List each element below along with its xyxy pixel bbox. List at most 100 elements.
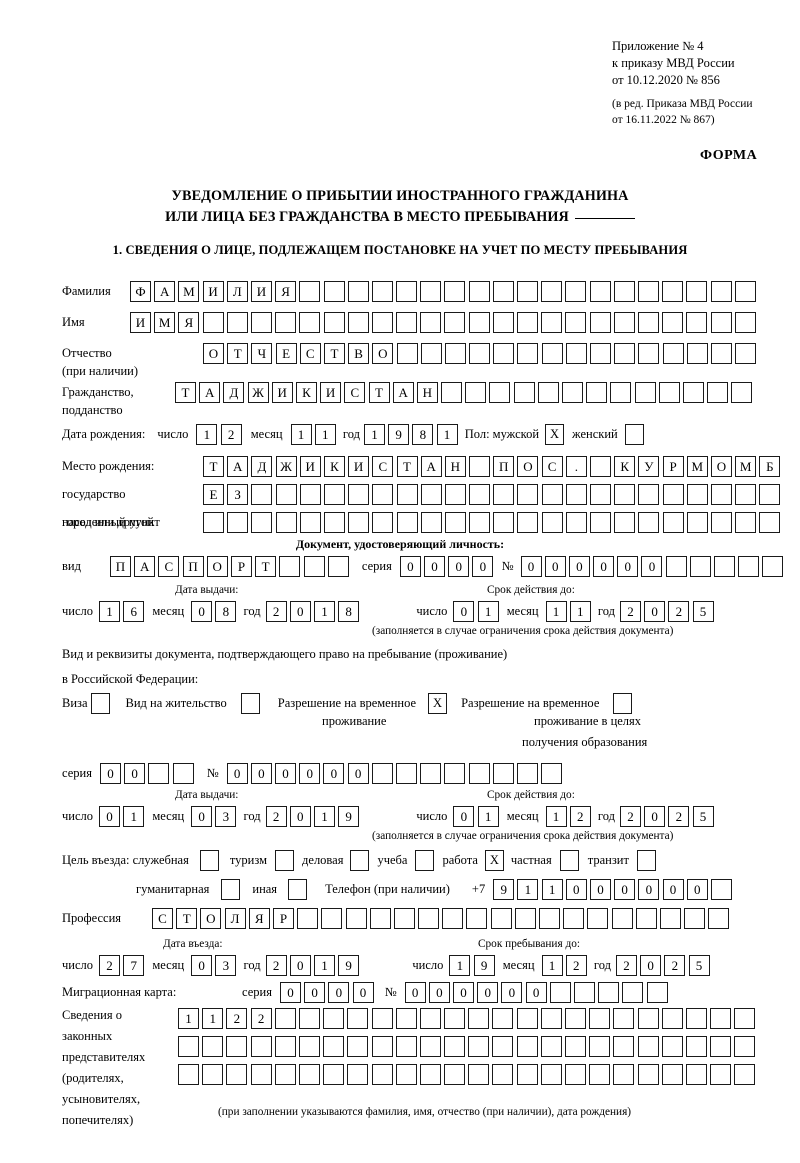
char-cell[interactable]: П — [493, 456, 515, 477]
char-cell[interactable] — [565, 484, 587, 505]
char-cell[interactable]: 2 — [565, 955, 587, 976]
char-cell[interactable]: С — [344, 382, 366, 403]
char-cell[interactable] — [323, 1036, 345, 1057]
char-cell[interactable] — [710, 1008, 732, 1029]
char-cell[interactable] — [250, 1064, 272, 1085]
char-cell[interactable] — [685, 1036, 707, 1057]
char-cell[interactable] — [396, 281, 418, 302]
char-cell[interactable] — [371, 1036, 393, 1057]
char-cell[interactable] — [492, 1008, 514, 1029]
char-cell[interactable]: 0 — [226, 763, 248, 784]
char-cell[interactable] — [489, 382, 511, 403]
char-cell[interactable] — [251, 484, 273, 505]
char-cell[interactable] — [444, 312, 466, 333]
char-cell[interactable]: 0 — [250, 763, 272, 784]
char-cell[interactable]: 0 — [352, 982, 374, 1003]
char-cell[interactable] — [686, 281, 708, 302]
purpose-other-checkbox[interactable] — [288, 879, 308, 900]
char-cell[interactable] — [419, 1064, 441, 1085]
char-cell[interactable] — [589, 1064, 611, 1085]
char-cell[interactable]: 2 — [265, 601, 287, 622]
char-cell[interactable]: 3 — [215, 955, 237, 976]
char-cell[interactable]: Я — [248, 908, 270, 929]
char-cell[interactable] — [469, 456, 491, 477]
char-cell[interactable]: И — [348, 456, 370, 477]
char-cell[interactable] — [590, 456, 611, 477]
char-cell[interactable] — [635, 908, 657, 929]
char-cell[interactable]: Р — [662, 456, 684, 477]
char-cell[interactable]: 1 — [477, 601, 499, 622]
char-cell[interactable]: 3 — [215, 806, 237, 827]
char-cell[interactable] — [738, 556, 760, 577]
char-cell[interactable] — [274, 1036, 296, 1057]
char-cell[interactable] — [541, 763, 563, 784]
char-cell[interactable] — [492, 281, 514, 302]
char-cell[interactable] — [441, 382, 463, 403]
char-cell[interactable] — [586, 382, 608, 403]
char-cell[interactable] — [444, 484, 466, 505]
char-cell[interactable] — [638, 512, 660, 533]
char-cell[interactable]: 2 — [619, 806, 641, 827]
char-cell[interactable] — [614, 512, 636, 533]
char-cell[interactable] — [658, 382, 680, 403]
char-cell[interactable]: И — [250, 281, 272, 302]
char-cell[interactable]: Д — [223, 382, 245, 403]
char-cell[interactable]: П — [182, 556, 204, 577]
char-cell[interactable] — [589, 312, 611, 333]
char-cell[interactable] — [708, 908, 730, 929]
char-cell[interactable] — [468, 281, 490, 302]
char-cell[interactable] — [347, 1036, 369, 1057]
char-cell[interactable] — [298, 1008, 320, 1029]
char-cell[interactable] — [468, 763, 490, 784]
char-cell[interactable] — [540, 1064, 562, 1085]
char-cell[interactable]: 0 — [275, 763, 297, 784]
char-cell[interactable]: О — [200, 908, 222, 929]
char-cell[interactable] — [396, 343, 418, 364]
char-cell[interactable]: 0 — [662, 879, 684, 900]
char-cell[interactable] — [662, 343, 684, 364]
char-cell[interactable] — [734, 1064, 756, 1085]
char-cell[interactable]: 1 — [569, 601, 591, 622]
char-cell[interactable]: 1 — [541, 879, 563, 900]
char-cell[interactable]: 1 — [313, 601, 335, 622]
char-cell[interactable]: 0 — [289, 601, 311, 622]
char-cell[interactable] — [735, 512, 757, 533]
char-cell[interactable]: 0 — [501, 982, 523, 1003]
char-cell[interactable] — [689, 556, 711, 577]
char-cell[interactable]: А — [134, 556, 156, 577]
char-cell[interactable] — [682, 382, 704, 403]
char-cell[interactable] — [598, 982, 620, 1003]
char-cell[interactable] — [468, 1064, 490, 1085]
char-cell[interactable]: 0 — [404, 982, 426, 1003]
char-cell[interactable]: 0 — [191, 806, 213, 827]
char-cell[interactable]: 0 — [453, 601, 475, 622]
char-cell[interactable]: Н — [444, 456, 466, 477]
char-cell[interactable]: Ч — [251, 343, 273, 364]
char-cell[interactable]: Т — [323, 343, 345, 364]
char-cell[interactable] — [298, 1064, 320, 1085]
char-cell[interactable] — [469, 512, 491, 533]
char-cell[interactable] — [610, 382, 632, 403]
char-cell[interactable] — [662, 281, 684, 302]
char-cell[interactable] — [274, 1064, 296, 1085]
char-cell[interactable]: 2 — [668, 806, 690, 827]
char-cell[interactable] — [517, 281, 538, 302]
char-cell[interactable] — [565, 1064, 586, 1085]
char-cell[interactable] — [148, 763, 170, 784]
char-cell[interactable] — [517, 343, 539, 364]
char-cell[interactable] — [710, 281, 732, 302]
char-cell[interactable] — [442, 908, 464, 929]
purpose-humanitarian-checkbox[interactable] — [221, 879, 241, 900]
visa-checkbox[interactable] — [90, 693, 110, 714]
char-cell[interactable] — [299, 312, 321, 333]
char-cell[interactable]: Ж — [247, 382, 269, 403]
char-cell[interactable]: М — [686, 456, 708, 477]
char-cell[interactable] — [369, 908, 391, 929]
char-cell[interactable]: 0 — [640, 955, 662, 976]
